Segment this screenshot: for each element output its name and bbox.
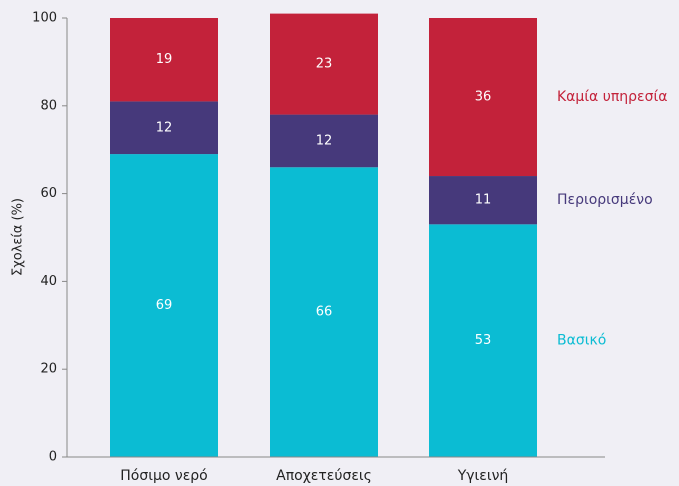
x-tick-label: Πόσιμο νερό bbox=[120, 468, 207, 484]
bar-segment bbox=[110, 154, 218, 457]
y-tick-label: 80 bbox=[40, 98, 57, 113]
x-tick-label: Αποχετεύσεις bbox=[276, 468, 372, 484]
value-label: 19 bbox=[156, 52, 173, 67]
bar-segment bbox=[270, 13, 378, 115]
value-label: 11 bbox=[475, 193, 492, 208]
bar-segment bbox=[429, 224, 537, 457]
value-label: 12 bbox=[316, 133, 333, 148]
value-label: 53 bbox=[475, 333, 492, 348]
y-tick-label: 0 bbox=[49, 450, 57, 465]
value-label: 23 bbox=[316, 57, 333, 72]
y-tick-label: 40 bbox=[40, 274, 57, 289]
x-tick-label: Υγιεινή bbox=[457, 468, 509, 484]
value-label: 66 bbox=[316, 305, 333, 320]
value-label: 12 bbox=[156, 120, 173, 135]
y-axis-label: Σχολεία (%) bbox=[11, 198, 26, 276]
bar-segment bbox=[270, 114, 378, 168]
bar-segment bbox=[429, 18, 537, 177]
legend-label: Περιορισμένο bbox=[557, 192, 653, 208]
bar-segment bbox=[110, 101, 218, 155]
bar-segment bbox=[429, 176, 537, 225]
y-tick-label: 60 bbox=[40, 186, 57, 201]
y-tick-label: 100 bbox=[32, 11, 57, 26]
legend-label: Καμία υπηρεσία bbox=[557, 89, 667, 105]
value-label: 36 bbox=[475, 90, 492, 105]
bar-segment bbox=[270, 167, 378, 457]
value-label: 69 bbox=[156, 298, 173, 313]
y-tick-label: 20 bbox=[40, 362, 57, 377]
bar-segment bbox=[110, 18, 218, 102]
legend-label: Βασικό bbox=[557, 333, 606, 349]
